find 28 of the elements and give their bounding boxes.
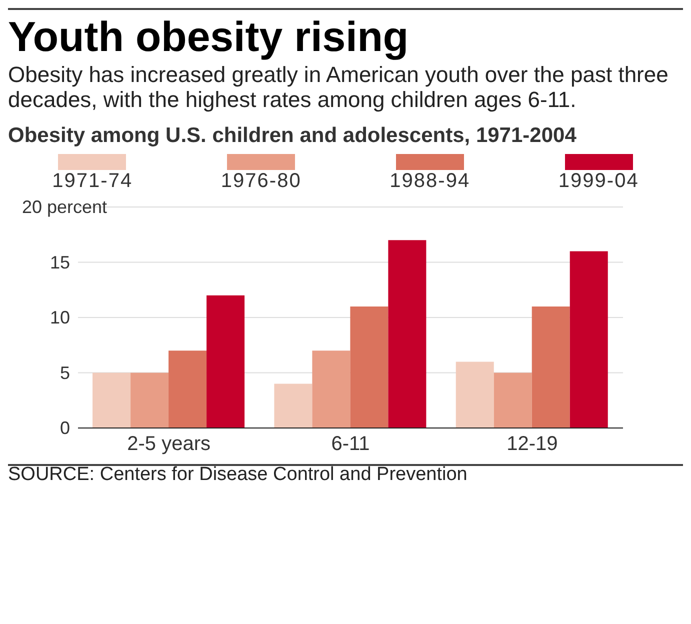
bar — [312, 350, 350, 428]
legend-label: 1971-74 — [52, 170, 133, 193]
bar — [532, 306, 570, 428]
x-tick-label: 6-11 — [331, 433, 370, 456]
source-note: SOURCE: Centers for Disease Control and Prevention — [8, 464, 468, 485]
x-tick-label: 2-5 years — [127, 433, 211, 456]
bar — [274, 384, 312, 428]
y-tick-label: 0 — [60, 418, 70, 438]
bar — [130, 372, 169, 428]
y-tick-label: 10 — [50, 308, 70, 328]
legend-label: 1988-94 — [390, 170, 470, 193]
bar — [388, 240, 426, 428]
bar — [206, 295, 245, 428]
y-tick-label: 15 — [50, 252, 70, 272]
legend-label: 1999-04 — [558, 170, 639, 193]
bar — [350, 306, 388, 428]
y-tick-label: 20 percent — [22, 197, 108, 217]
bar — [494, 372, 532, 428]
legend-label: 1976-80 — [220, 170, 302, 193]
x-tick-label: 12-19 — [506, 433, 558, 456]
bar — [92, 372, 131, 428]
bar — [570, 251, 608, 428]
text: Obesity among U.S. children and adolescents, 1971-2004 — [8, 124, 578, 148]
bar — [456, 362, 494, 428]
y-tick-label: 5 — [60, 362, 70, 383]
chart-subtitle: Obesity has increased greatly in American youth over the past three decades, with the highest rates among children ages 6-11. — [8, 62, 670, 112]
chart-title: Youth obesity rising — [8, 12, 410, 62]
bar — [168, 350, 207, 428]
